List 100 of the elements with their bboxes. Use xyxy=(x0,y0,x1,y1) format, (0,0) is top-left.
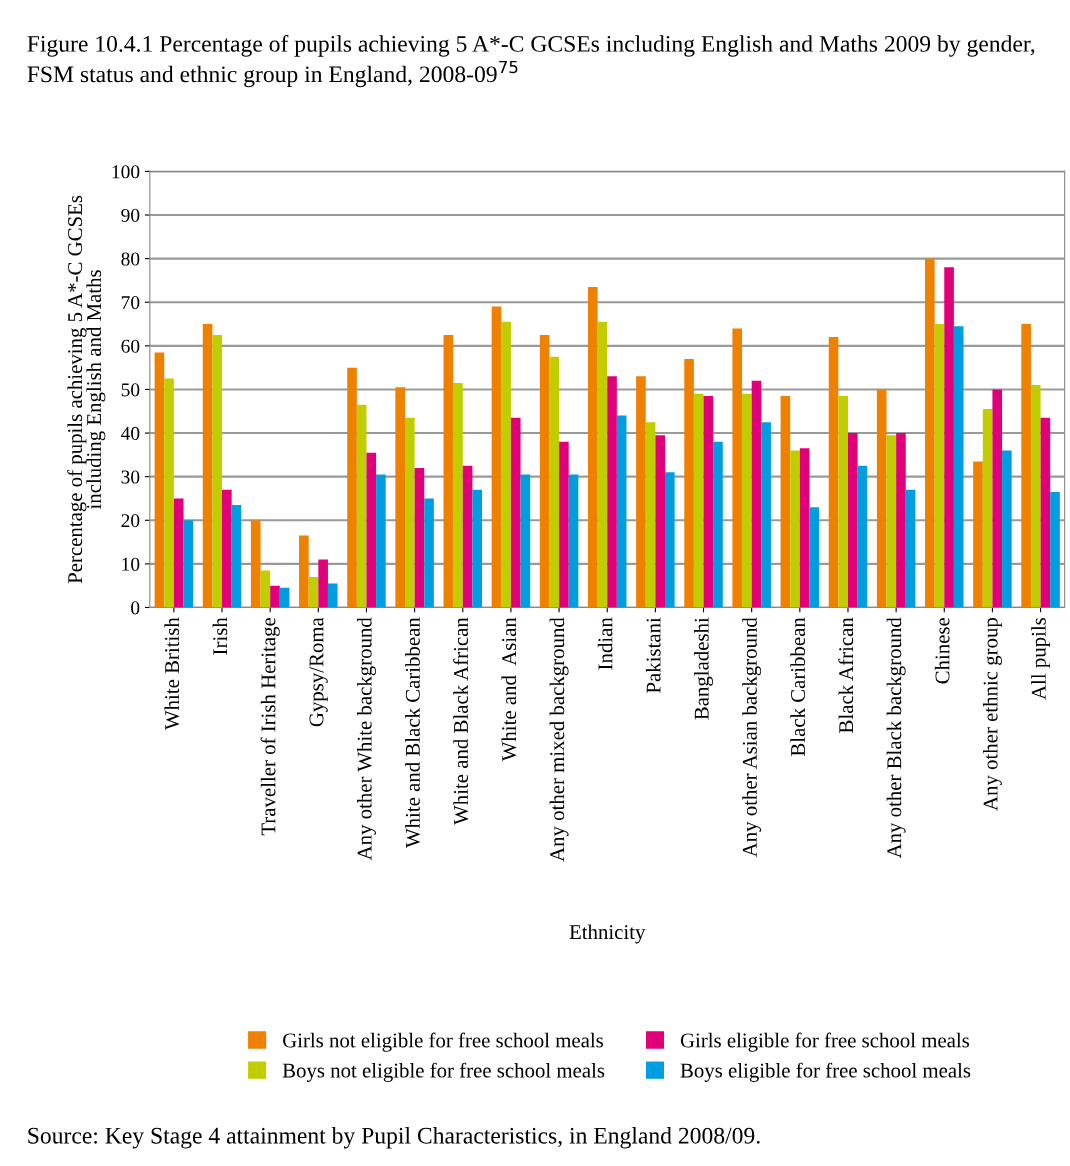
y-tick-label: 80 xyxy=(121,252,140,266)
bar xyxy=(539,334,550,608)
x-tick-label: Irish xyxy=(212,617,228,655)
x-tick-label: Any other ethnic group xyxy=(982,618,1002,811)
bar xyxy=(799,448,810,608)
y-tick-label: 30 xyxy=(121,470,140,484)
bar xyxy=(164,378,174,608)
bar xyxy=(665,472,675,608)
x-tick-label: White and Asian xyxy=(501,617,517,762)
y-tick-label: 0 xyxy=(131,601,140,615)
bar xyxy=(645,422,656,608)
chart-title: Figure 10.4.1 Percentage of pupils achieving 5 A*-C GCSEs including English and Maths 2009 by gender, FSM status and ethnic group in England, 2008-09$^{75}$ xyxy=(27,34,1035,88)
bar xyxy=(520,474,531,608)
bar xyxy=(847,433,858,608)
bar xyxy=(780,395,791,608)
bar xyxy=(212,334,223,608)
y-axis-title: Percentage of pupils achieving 5 A*-C GCSEs including English and Maths xyxy=(67,195,106,584)
bar xyxy=(279,587,290,608)
bar xyxy=(607,376,617,608)
bar xyxy=(973,461,983,608)
bar xyxy=(462,465,473,608)
bar xyxy=(154,352,165,608)
bar xyxy=(299,535,309,608)
bar xyxy=(1030,385,1041,608)
y-tick-label: 10 xyxy=(122,557,140,571)
bar xyxy=(636,376,646,608)
bar xyxy=(655,435,665,608)
bar xyxy=(693,393,704,608)
x-tick-label: Black African xyxy=(838,617,854,733)
bar xyxy=(414,467,425,608)
x-tick-label: Any other White background xyxy=(357,617,376,861)
bar xyxy=(742,393,752,608)
x-tick-label: Gypsy/Roma xyxy=(309,617,328,727)
bar xyxy=(173,498,184,608)
bar xyxy=(231,505,242,608)
bar xyxy=(896,433,906,608)
y-tick-label: 60 xyxy=(121,339,140,353)
bar xyxy=(751,380,762,608)
bar xyxy=(308,576,319,608)
bar xyxy=(510,417,521,608)
y-tick-label: 40 xyxy=(121,426,140,440)
bar xyxy=(925,258,935,608)
bar xyxy=(1002,450,1012,608)
bar xyxy=(559,441,569,608)
x-tick-label: Bangladeshi xyxy=(694,617,713,720)
bar xyxy=(491,306,502,608)
bar xyxy=(953,326,964,608)
x-tick-label: All pupils xyxy=(1031,617,1051,700)
x-tick-label: Any other mixed background xyxy=(549,617,569,862)
bar xyxy=(453,382,463,608)
x-tick-label: Black Caribbean xyxy=(790,617,806,757)
y-tick-label: 90 xyxy=(121,208,140,222)
x-tick-label: Pakistani xyxy=(645,617,661,693)
bar xyxy=(838,395,848,608)
x-tick-label: Any other Asian background xyxy=(742,617,762,858)
x-tick-label: Chinese xyxy=(934,617,950,684)
x-tick-label: Traveller of Irish Heritage xyxy=(260,617,280,836)
bar xyxy=(703,395,714,608)
x-axis-title: Ethnicity xyxy=(569,924,646,944)
bar xyxy=(857,465,868,608)
bar xyxy=(202,324,213,608)
x-tick-label: White and Black Caribbean xyxy=(405,617,420,849)
legend-label: Girls not eligible for free school meals xyxy=(283,1032,604,1052)
bar xyxy=(905,489,916,608)
x-tick-label: Indian xyxy=(597,617,613,670)
bar xyxy=(404,417,415,608)
legend-label: Boys not eligible for free school meals xyxy=(282,1062,605,1082)
bar xyxy=(886,435,897,608)
bar xyxy=(222,489,232,608)
y-tick-label: 50 xyxy=(121,383,140,397)
bar xyxy=(250,520,261,608)
bar xyxy=(376,474,386,608)
bar xyxy=(587,286,598,608)
bar xyxy=(992,389,1003,608)
legend-label: Boys eligible for free school meals xyxy=(680,1062,971,1082)
x-tick-label: White British xyxy=(164,617,180,731)
bar xyxy=(347,367,357,608)
bar xyxy=(443,334,454,608)
x-tick-label: Any other Black background xyxy=(886,617,906,859)
y-tick-label: 100 xyxy=(112,165,140,179)
bar xyxy=(1050,491,1060,608)
bar xyxy=(270,585,280,608)
bar xyxy=(424,498,434,608)
legend-label: Girls eligible for free school meals xyxy=(680,1032,970,1052)
bar xyxy=(790,450,800,608)
bar xyxy=(472,489,483,608)
bar xyxy=(501,321,511,608)
bar xyxy=(684,358,694,608)
bar xyxy=(318,559,328,608)
bar xyxy=(1040,417,1051,608)
bar xyxy=(356,404,367,608)
bar xyxy=(260,570,271,608)
bar xyxy=(732,328,743,608)
bar xyxy=(828,337,839,608)
bar xyxy=(568,474,579,608)
bar xyxy=(183,520,194,608)
bar xyxy=(713,441,723,608)
bar xyxy=(934,324,945,608)
y-tick-label: 70 xyxy=(121,296,140,310)
bar xyxy=(616,415,627,608)
